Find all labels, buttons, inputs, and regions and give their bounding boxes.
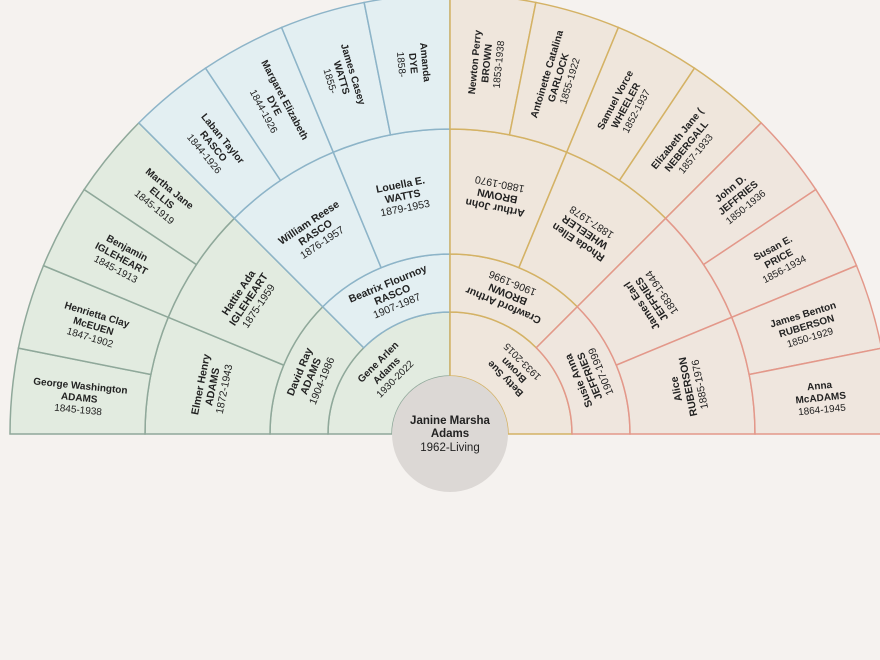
surname: BROWN	[480, 43, 495, 83]
given-name: Alice	[668, 375, 685, 402]
given-name: Anna	[807, 380, 833, 393]
dates: 1853-1938	[492, 40, 508, 89]
surname: DYE	[406, 53, 419, 75]
dates: 1845-1938	[54, 403, 103, 419]
root-name-line-2: Adams	[431, 428, 469, 440]
root-person[interactable]: Janine Marsha Adams 1962-Living	[392, 376, 508, 492]
root-circle	[392, 376, 508, 492]
dates: 1864-1945	[798, 403, 847, 419]
surname: ADAMS	[60, 391, 98, 406]
root-name-line-1: Janine Marsha	[410, 415, 490, 427]
root-dates: 1962-Living	[420, 442, 479, 454]
ancestor-segments	[9, 0, 880, 435]
surname: McADAMS	[795, 390, 847, 406]
segment-anna-mcadams[interactable]	[748, 347, 880, 435]
dates: 1858-	[394, 51, 407, 78]
given-name: Amanda	[417, 42, 432, 83]
